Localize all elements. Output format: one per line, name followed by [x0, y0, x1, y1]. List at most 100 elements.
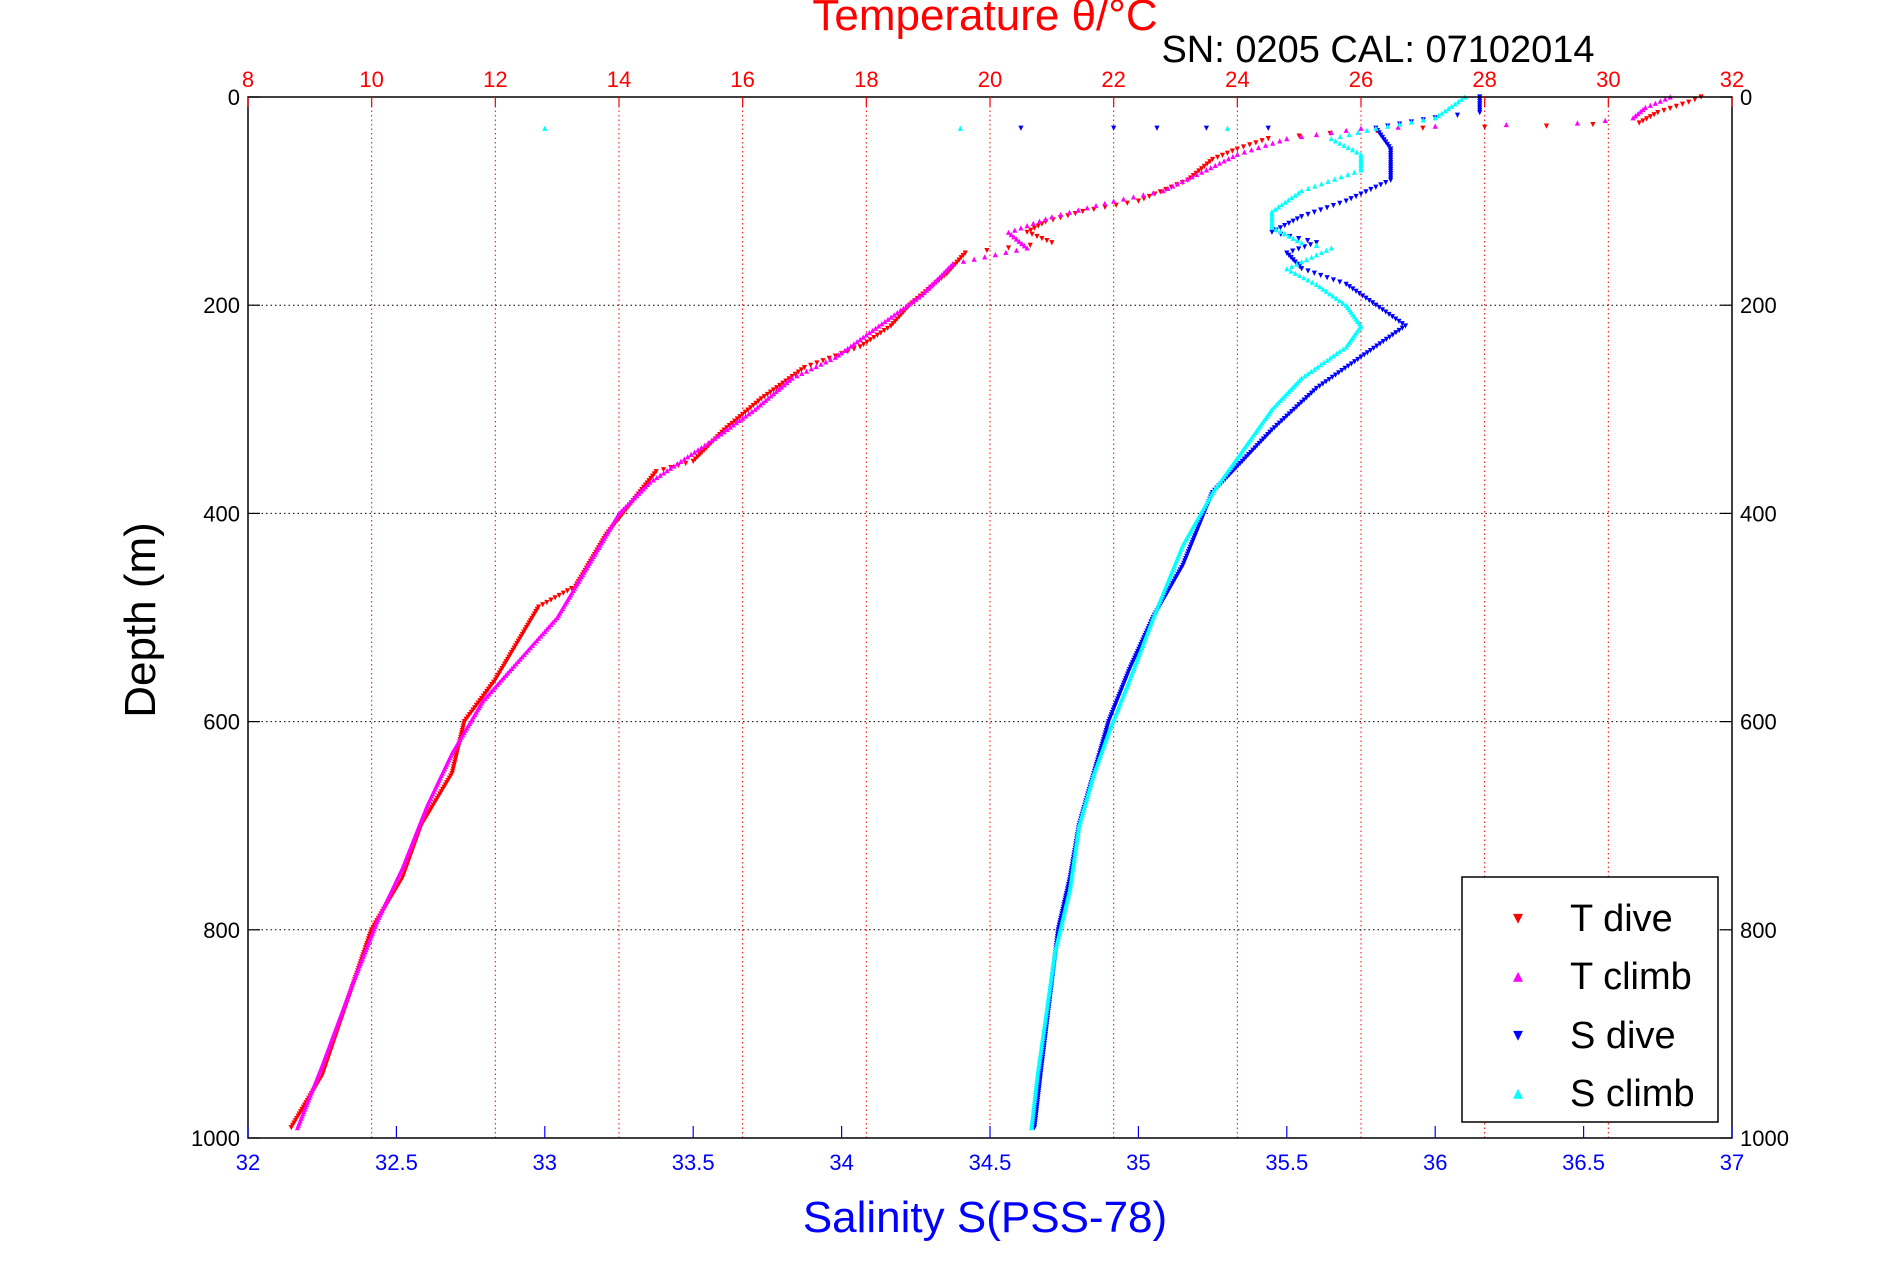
- data-point-t-climb: [709, 437, 715, 444]
- data-point-t-climb: [1024, 245, 1030, 251]
- data-point-t-climb: [1284, 136, 1290, 142]
- data-point-t-climb: [654, 474, 660, 481]
- data-point-t-dive: [820, 358, 826, 364]
- data-point-t-dive: [742, 409, 748, 415]
- data-point-s-climb: [1311, 366, 1317, 372]
- top-tick-label: 32: [1720, 67, 1744, 92]
- data-point-s-dive: [1337, 200, 1343, 206]
- data-point-t-climb: [891, 312, 897, 318]
- data-point-s-climb: [1299, 259, 1305, 265]
- data-point-s-climb: [1069, 873, 1075, 880]
- data-point-t-climb: [866, 330, 873, 336]
- data-point-s-climb: [1040, 1035, 1046, 1042]
- bottom-tick-label: 33: [533, 1150, 557, 1175]
- data-point-t-climb: [715, 433, 721, 439]
- data-point-t-climb: [1503, 121, 1509, 128]
- data-point-t-climb: [945, 265, 952, 271]
- data-point-s-climb: [1282, 231, 1288, 237]
- data-point-t-climb: [1230, 153, 1236, 160]
- data-point-t-dive: [552, 595, 558, 601]
- data-point-s-dive: [1353, 193, 1359, 200]
- data-point-s-climb: [1043, 1010, 1049, 1016]
- data-point-s-dive: [1342, 365, 1348, 372]
- data-point-s-dive: [1376, 304, 1382, 311]
- data-point-s-dive: [1284, 413, 1290, 419]
- data-point-s-climb: [1041, 1024, 1048, 1030]
- data-point-s-dive: [1346, 284, 1353, 290]
- data-point-t-climb: [1140, 192, 1146, 198]
- data-point-s-dive: [1387, 334, 1393, 340]
- data-point-t-dive: [1647, 114, 1653, 120]
- data-point-t-climb: [736, 417, 743, 424]
- data-point-t-climb: [857, 336, 863, 343]
- left-tick-label: 0: [228, 85, 240, 110]
- data-point-s-climb: [1317, 284, 1323, 290]
- data-point-s-dive: [1306, 392, 1312, 399]
- data-point-t-dive: [1655, 110, 1661, 116]
- data-point-s-climb: [1039, 1040, 1045, 1046]
- data-point-s-climb: [1033, 1081, 1040, 1088]
- data-point-t-dive: [874, 332, 880, 338]
- data-point-t-climb: [671, 463, 677, 469]
- data-point-s-climb: [1301, 275, 1307, 281]
- data-point-s-dive: [1373, 184, 1379, 190]
- data-point-s-climb: [1299, 240, 1305, 246]
- legend-label-s-dive: S dive: [1570, 1015, 1676, 1057]
- data-point-t-climb: [768, 393, 774, 399]
- data-point-t-dive: [1253, 140, 1259, 146]
- data-point-t-climb: [1008, 231, 1014, 238]
- data-point-s-dive: [1286, 411, 1292, 417]
- data-point-s-climb: [1031, 1104, 1037, 1110]
- data-point-t-climb: [1170, 183, 1176, 189]
- data-point-t-climb: [647, 479, 653, 485]
- data-point-t-climb: [1657, 98, 1663, 104]
- data-point-s-climb: [1312, 183, 1318, 189]
- data-point-t-dive: [1135, 198, 1141, 204]
- data-point-s-climb: [1334, 350, 1340, 357]
- data-point-s-climb: [1328, 245, 1334, 251]
- data-point-s-climb: [1286, 233, 1292, 239]
- data-point-s-climb: [1030, 1111, 1036, 1117]
- data-point-s-dive: [1276, 420, 1282, 426]
- data-point-scatter-near-surface: [1154, 125, 1160, 131]
- data-point-s-climb: [1040, 1031, 1047, 1037]
- data-point-t-dive: [732, 418, 738, 424]
- bottom-tick-label: 36.5: [1562, 1150, 1605, 1175]
- data-point-t-dive: [1219, 152, 1226, 158]
- data-point-t-climb: [1013, 236, 1020, 242]
- data-point-s-dive: [1282, 223, 1288, 229]
- data-point-t-climb: [1270, 140, 1276, 146]
- data-point-s-dive: [1348, 196, 1354, 202]
- data-point-s-climb: [1045, 996, 1051, 1002]
- data-point-t-climb: [1234, 151, 1240, 157]
- data-point-s-climb: [1288, 268, 1294, 274]
- data-point-s-climb: [1296, 272, 1303, 279]
- data-point-s-climb: [1036, 1061, 1042, 1067]
- data-point-s-climb: [1305, 277, 1311, 283]
- data-point-s-dive: [1302, 244, 1308, 250]
- data-point-t-climb: [934, 276, 941, 282]
- data-point-t-climb: [1084, 205, 1090, 211]
- data-point-t-dive: [1296, 133, 1302, 139]
- data-point-s-climb: [1037, 1052, 1044, 1058]
- data-point-s-climb: [1072, 848, 1079, 854]
- data-point-t-climb: [845, 345, 851, 351]
- data-point-scatter-near-surface: [1203, 125, 1210, 131]
- data-point-t-climb: [620, 506, 627, 512]
- data-point-s-climb: [1323, 247, 1329, 253]
- data-point-t-climb: [778, 384, 785, 390]
- legend-marker-s-dive: ▾: [1513, 1024, 1523, 1046]
- legend-marker-s-climb: ▴: [1513, 1082, 1523, 1104]
- top-tick-label: 14: [607, 67, 631, 92]
- data-point-s-dive: [1301, 397, 1307, 403]
- data-point-s-climb: [1037, 1056, 1043, 1062]
- data-point-s-dive: [1383, 336, 1390, 343]
- data-point-t-dive: [783, 378, 789, 384]
- data-point-s-dive: [1379, 307, 1386, 313]
- data-point-s-climb: [1420, 117, 1426, 123]
- data-point-t-climb: [763, 397, 769, 403]
- data-point-t-climb: [799, 370, 805, 377]
- data-point-t-dive: [1201, 163, 1207, 169]
- data-point-t-climb: [746, 411, 752, 417]
- data-point-s-climb: [1048, 975, 1054, 981]
